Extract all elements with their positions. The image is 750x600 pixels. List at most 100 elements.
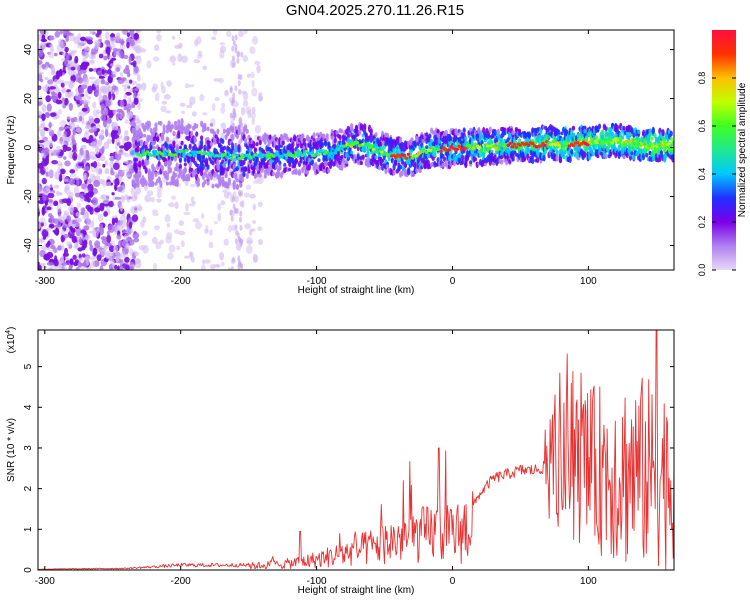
spectrum-cell xyxy=(83,99,91,104)
spectrum-cell xyxy=(462,128,466,133)
spectrum-cell xyxy=(87,96,92,100)
spectrum-cell xyxy=(79,36,86,42)
spectrum-cell xyxy=(41,113,46,121)
spectrum-cell xyxy=(204,229,209,234)
spectrum-cell xyxy=(244,223,251,230)
spectrum-cell xyxy=(632,141,637,146)
spectrum-cell xyxy=(57,244,65,251)
spectrum-cell xyxy=(126,41,130,49)
spectrum-cell xyxy=(50,91,56,96)
spectrum-cell xyxy=(95,145,100,155)
spectrum-cell xyxy=(165,143,169,151)
spectrum-cell xyxy=(59,168,66,175)
spectrum-cell xyxy=(120,38,125,46)
spectrum-cell xyxy=(351,142,356,146)
spectrum-cell xyxy=(173,121,178,126)
spectrum-cell xyxy=(90,260,96,268)
spectrum-cell xyxy=(98,133,104,137)
spectrum-cell xyxy=(50,86,56,90)
spectrum-cell xyxy=(250,71,255,79)
spectrum-cell xyxy=(69,258,74,266)
spectrum-cell xyxy=(88,115,93,120)
spectrum-cell xyxy=(112,162,120,170)
spectrum-cell xyxy=(72,143,77,151)
spectrum-cell xyxy=(648,129,652,135)
spectrum-cell xyxy=(214,263,220,268)
spectrum-cell xyxy=(413,162,417,170)
spectrum-cell xyxy=(271,171,275,177)
spectrum-cell xyxy=(38,30,41,33)
spectrum-cell xyxy=(239,201,244,207)
spectrum-cell xyxy=(203,179,207,185)
spectrum-cell xyxy=(103,211,108,217)
chart-title: GN04.2025.270.11.26.R15 xyxy=(285,2,465,19)
spectrum-cell xyxy=(188,84,195,88)
svg-text:(x104): (x104) xyxy=(5,327,17,354)
spectrum-cell xyxy=(188,153,192,157)
spectrum-cell xyxy=(240,51,244,58)
spectrum-cell xyxy=(131,114,136,118)
spectrum-cell xyxy=(53,184,60,189)
spectrum-cell xyxy=(115,88,120,95)
spectrum-cell xyxy=(201,213,205,219)
spectrum-cell xyxy=(606,139,610,143)
spectrum-cell xyxy=(99,202,105,212)
spectrum-cell xyxy=(38,178,41,187)
spectrum-cell xyxy=(63,178,69,183)
spectrum-cell xyxy=(76,100,81,104)
spectrum-cell xyxy=(188,124,192,129)
spectrum-cell xyxy=(93,179,100,188)
spectrum-cell xyxy=(246,236,253,246)
spectrum-cell xyxy=(123,68,130,75)
spectrum-cell xyxy=(122,169,126,175)
spectrum-cell xyxy=(106,122,111,128)
spectrum-cell xyxy=(109,35,117,44)
spectrum-cell xyxy=(48,149,54,155)
spectrum-cell xyxy=(66,241,72,247)
spectrum-cell xyxy=(183,157,187,163)
spectrum-cell xyxy=(637,129,641,134)
spectrum-cell xyxy=(38,59,43,65)
spectrum-cell xyxy=(68,102,73,111)
spectrum-cell xyxy=(98,89,103,94)
spectrum-cell xyxy=(100,114,107,122)
spectrum-cell xyxy=(407,167,411,173)
spectrum-cell xyxy=(108,55,113,60)
colorbar-tick-label: 0.0 xyxy=(697,264,707,277)
spectrum-cell xyxy=(237,130,241,136)
spectrum-cell xyxy=(123,94,128,99)
spectrum-cell xyxy=(337,150,341,158)
spectrum-cell xyxy=(575,141,580,145)
spectrum-cell xyxy=(98,94,104,103)
spectrum-cell xyxy=(142,133,147,138)
spectrum-cell xyxy=(48,169,54,179)
spectrum-cell xyxy=(45,185,52,192)
spectrum-cell xyxy=(142,127,147,132)
spectrum-cell xyxy=(132,60,137,68)
spectrum-cell xyxy=(104,168,110,175)
spectrum-cell xyxy=(80,193,84,200)
spectrum-cell xyxy=(160,132,165,140)
spectrum-cell xyxy=(48,52,55,59)
spectrum-cell xyxy=(166,149,170,153)
spectrum-cell xyxy=(110,170,115,176)
spectrum-cell xyxy=(320,142,324,148)
spectrum-cell xyxy=(141,230,148,236)
spectrum-cell xyxy=(38,199,44,205)
spectrum-cell xyxy=(104,160,109,166)
spectrum-cell xyxy=(135,187,142,195)
spectrum-cell xyxy=(460,154,465,162)
spectrum-cell xyxy=(134,157,138,162)
spectrum-cell xyxy=(98,39,102,42)
spectrum-cell xyxy=(41,265,47,269)
spectrum-cell xyxy=(126,173,132,178)
spectrum-cell xyxy=(50,187,53,191)
spectrum-cell xyxy=(69,173,77,178)
spectrum-cell xyxy=(66,116,72,120)
spectrum-cell xyxy=(568,155,572,164)
spectrum-cell xyxy=(62,144,67,153)
spectrum-cell xyxy=(103,246,108,252)
spectrum-cell xyxy=(106,176,112,180)
spectrum-cell xyxy=(376,145,380,151)
spectrum-cell xyxy=(41,64,47,69)
